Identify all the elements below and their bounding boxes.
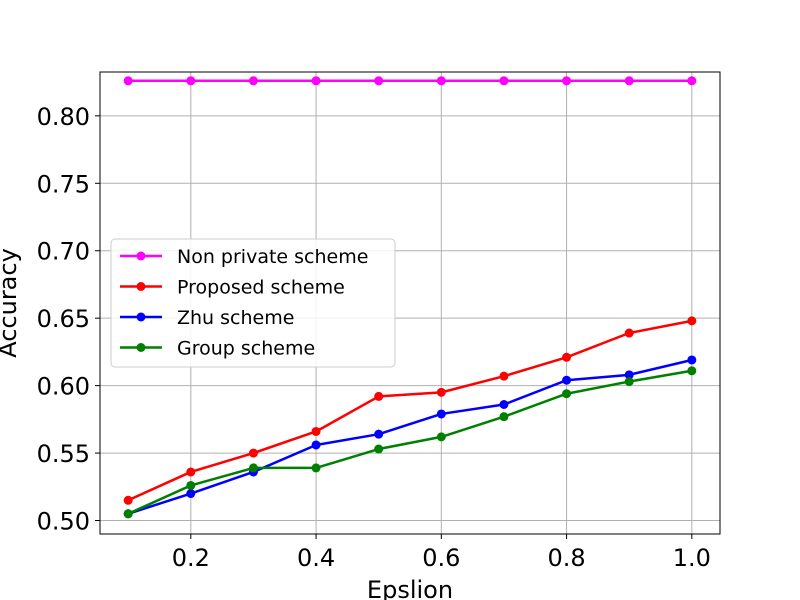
- data-point: [374, 392, 383, 401]
- data-point: [625, 76, 634, 85]
- legend-swatch-marker: [137, 282, 146, 291]
- legend: Non private scheme Proposed scheme Zhu sch…: [111, 239, 395, 367]
- data-point: [124, 76, 133, 85]
- legend-swatch-marker: [137, 343, 146, 352]
- legend-label: Proposed scheme: [177, 277, 345, 299]
- data-point: [499, 400, 508, 409]
- data-point: [562, 376, 571, 385]
- legend-swatch-marker: [137, 313, 146, 322]
- data-point: [249, 463, 258, 472]
- data-point: [687, 76, 696, 85]
- data-point: [625, 329, 634, 338]
- x-tick-label: 0.4: [297, 544, 335, 572]
- data-point: [249, 449, 258, 458]
- legend-label: Non private scheme: [177, 246, 368, 268]
- data-point: [499, 76, 508, 85]
- y-tick-label: 0.60: [37, 373, 90, 401]
- x-tick-label: 0.6: [422, 544, 460, 572]
- data-point: [687, 355, 696, 364]
- data-point: [499, 412, 508, 421]
- legend-label: Zhu scheme: [177, 307, 294, 329]
- y-tick-label: 0.70: [37, 238, 90, 266]
- y-tick-label: 0.65: [37, 305, 90, 333]
- data-point: [186, 76, 195, 85]
- data-point: [186, 481, 195, 490]
- data-point: [687, 316, 696, 325]
- data-point: [437, 409, 446, 418]
- data-point: [687, 366, 696, 375]
- data-point: [312, 463, 321, 472]
- x-tick-label: 0.8: [547, 544, 585, 572]
- x-tick-label: 1.0: [673, 544, 711, 572]
- y-tick-label: 0.80: [37, 103, 90, 131]
- data-point: [186, 489, 195, 498]
- data-point: [437, 432, 446, 441]
- legend-label: Group scheme: [177, 338, 315, 360]
- data-point: [562, 353, 571, 362]
- data-point: [437, 388, 446, 397]
- data-point: [625, 377, 634, 386]
- data-point: [374, 430, 383, 439]
- data-point: [312, 440, 321, 449]
- y-tick-label: 0.75: [37, 170, 90, 198]
- x-tick-label: 0.2: [172, 544, 210, 572]
- y-tick-label: 0.55: [37, 440, 90, 468]
- data-point: [374, 76, 383, 85]
- data-point: [437, 76, 446, 85]
- data-point: [124, 496, 133, 505]
- data-point: [312, 427, 321, 436]
- data-point: [124, 509, 133, 518]
- data-point: [186, 467, 195, 476]
- data-point: [562, 76, 571, 85]
- data-point: [562, 389, 571, 398]
- data-point: [499, 372, 508, 381]
- legend-swatch-marker: [137, 252, 146, 261]
- y-axis-title: Accuracy: [0, 248, 22, 358]
- y-tick-label: 0.50: [37, 508, 90, 536]
- data-point: [312, 76, 321, 85]
- data-point: [249, 76, 258, 85]
- data-point: [374, 445, 383, 454]
- x-axis-title: Epslion: [367, 576, 453, 600]
